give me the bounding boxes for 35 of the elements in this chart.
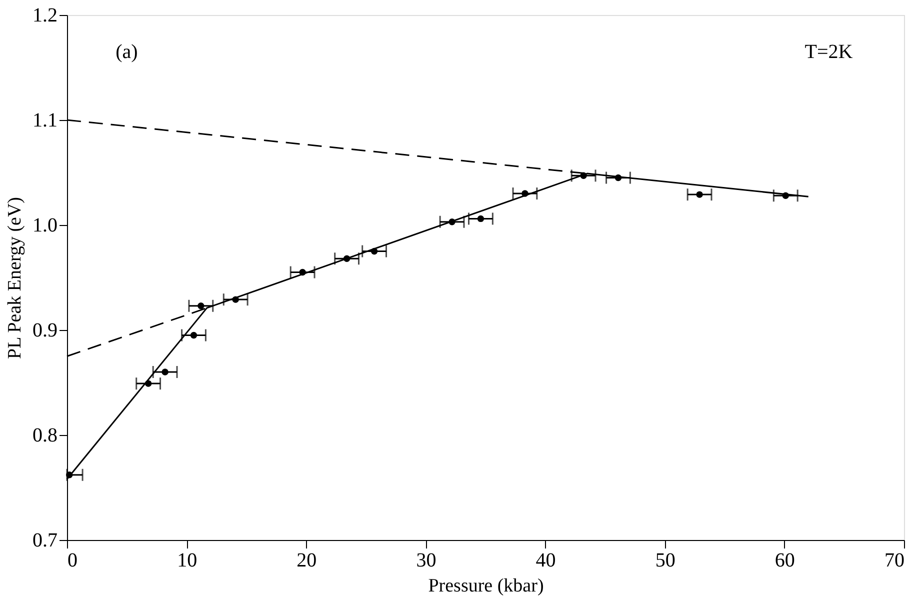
x-tick-label: 60 (774, 550, 795, 572)
point (232, 296, 239, 303)
line-series (66, 172, 810, 480)
y-tick-label: 0.9 (32, 320, 58, 342)
point (448, 218, 456, 226)
point (580, 172, 587, 179)
point (370, 248, 378, 255)
point (614, 174, 622, 182)
x-tick-label: 20 (296, 550, 317, 572)
point (144, 380, 152, 387)
point (162, 368, 168, 376)
point (477, 215, 484, 222)
x-tick-label: 10 (177, 550, 198, 572)
annotation: T=2K (804, 41, 854, 64)
point (66, 472, 73, 478)
y-tick-label: 0.7 (32, 530, 58, 552)
point (343, 255, 350, 262)
x-tick-label: 40 (536, 550, 556, 572)
point (782, 192, 789, 199)
x-tick-label: 70 (884, 550, 904, 572)
x-tick-label: 50 (655, 550, 676, 572)
y-tick-label: 1.0 (32, 214, 58, 236)
point (190, 332, 198, 339)
point (198, 302, 204, 310)
point (299, 268, 306, 276)
annotation: (a) (116, 41, 138, 64)
y-tick-label: 0.8 (32, 424, 58, 446)
y-tick-label: 1.1 (32, 110, 58, 132)
x-axis-title: Pressure (kbar) (428, 576, 544, 596)
point (696, 191, 703, 198)
y-tick-label: 1.2 (32, 4, 58, 26)
x-tick-label: 30 (416, 550, 436, 572)
y-axis-title: PL Peak Energy (eV) (4, 197, 26, 359)
x-tick-label: 0 (68, 550, 78, 572)
point (522, 190, 528, 197)
